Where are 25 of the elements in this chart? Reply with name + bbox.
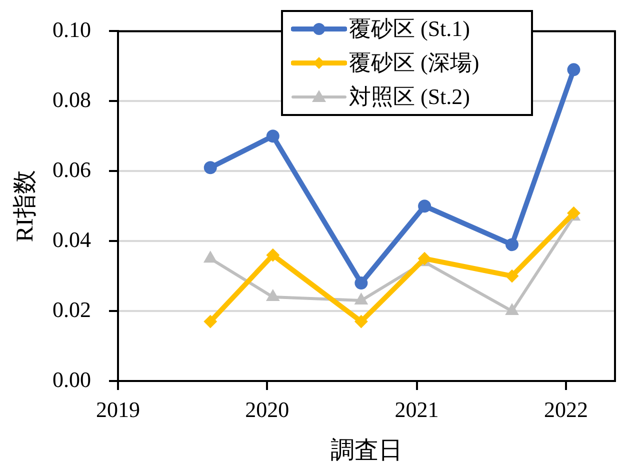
y-tick-label: 0.00: [52, 366, 91, 392]
point: [354, 276, 368, 290]
point: [204, 161, 217, 174]
x-axis-title: 調査日: [330, 436, 402, 464]
x-tick-label: 2020: [245, 396, 290, 422]
y-tick-label: 0.02: [52, 296, 91, 322]
point: [354, 315, 368, 328]
legend-label: 覆砂区 (深場): [349, 49, 480, 77]
y-axis-title: RI指数: [12, 170, 39, 242]
point: [506, 270, 519, 283]
y-tick-label: 0.10: [52, 16, 91, 42]
point: [266, 130, 280, 143]
y-tick-label: 0.08: [52, 86, 91, 112]
x-tick-label: 2022: [544, 396, 588, 422]
point: [567, 63, 580, 76]
point: [506, 238, 519, 252]
x-tick-label: 2019: [96, 396, 140, 422]
legend-label: 覆砂区 (St.1): [349, 15, 470, 43]
x-tick-label: 2021: [394, 396, 439, 422]
y-tick-label: 0.04: [52, 226, 91, 252]
point: [204, 315, 217, 328]
point: [418, 200, 432, 213]
legend-label: 対照区 (St.2): [349, 83, 470, 111]
point: [266, 248, 280, 262]
y-tick-label: 0.06: [52, 156, 91, 182]
